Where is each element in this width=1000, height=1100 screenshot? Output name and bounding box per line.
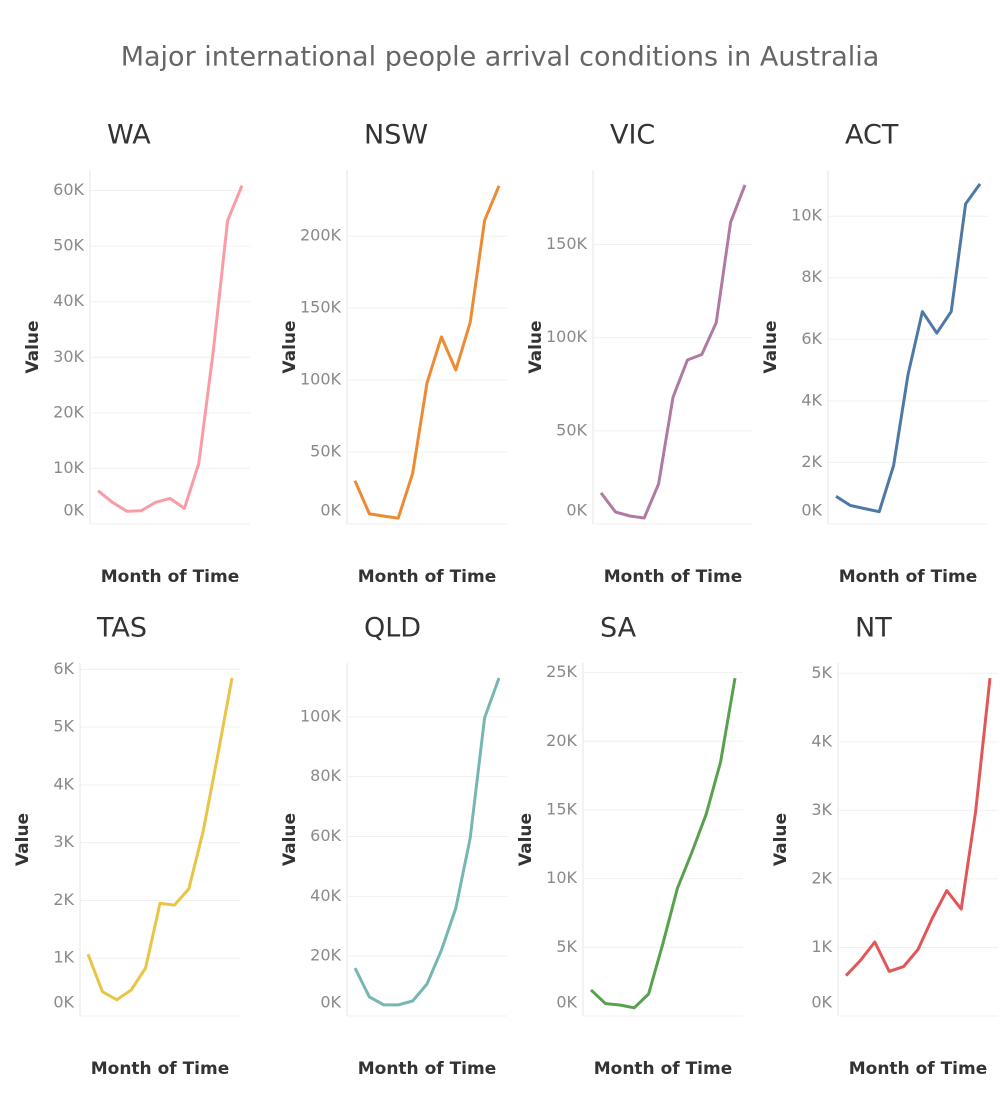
y-tick-label: 150K [300,298,342,317]
panel-title: ACT [845,120,899,151]
panel-title: QLD [364,613,421,644]
page-title: Major international people arrival condi… [121,42,880,73]
y-tick-label: 0K [320,993,341,1012]
x-axis-title: Month of Time [101,567,240,587]
y-axis-title: Value [771,813,791,866]
series-line [353,677,501,1007]
y-tick-label: 0K [53,993,74,1012]
y-tick-label: 150K [546,234,588,253]
y-tick-label: 6K [801,329,822,348]
y-tick-label: 5K [811,663,832,682]
y-axis-title: Value [280,813,300,866]
series-line [97,185,244,513]
panel-title: NSW [364,120,428,151]
y-tick-label: 15K [546,799,577,818]
y-tick-label: 50K [53,236,84,255]
y-tick-label: 5K [53,717,74,736]
y-tick-label: 20K [310,946,341,965]
y-tick-label: 0K [320,501,341,520]
y-tick-label: 200K [300,226,342,245]
y-tick-label: 10K [791,206,822,225]
x-axis-title: Month of Time [594,1059,733,1079]
y-tick-label: 60K [53,180,84,199]
panel-title: TAS [96,613,147,644]
y-tick-label: 0K [566,501,587,520]
x-axis-title: Month of Time [604,567,743,587]
y-tick-label: 0K [556,993,577,1012]
y-tick-label: 10K [53,458,84,477]
y-tick-label: 4K [801,390,822,409]
y-tick-label: 6K [53,659,74,678]
y-axis-title: Value [516,813,536,866]
y-tick-label: 50K [310,442,341,461]
x-axis-title: Month of Time [839,567,978,587]
x-axis-title: Month of Time [91,1059,230,1079]
y-tick-label: 100K [300,706,342,725]
y-tick-label: 5K [556,937,577,956]
y-axis-title: Value [23,320,43,373]
y-tick-label: 20K [546,731,577,750]
y-tick-label: 40K [310,886,341,905]
y-axis-title: Value [761,320,781,373]
y-tick-label: 2K [811,868,832,887]
y-tick-label: 80K [310,766,341,785]
y-tick-label: 4K [53,774,74,793]
x-axis-title: Month of Time [358,1059,497,1079]
series-line [86,677,234,1002]
x-axis-title: Month of Time [358,567,497,587]
y-tick-label: 60K [310,826,341,845]
y-axis-title: Value [280,320,300,373]
y-tick-label: 30K [53,347,84,366]
panel-title: NT [855,613,892,644]
series-line [844,677,992,977]
series-line [353,185,501,520]
panel-title: SA [600,613,637,644]
y-tick-label: 50K [556,420,587,439]
y-tick-label: 10K [546,868,577,887]
y-tick-label: 3K [811,800,832,819]
y-tick-label: 0K [811,993,832,1012]
y-tick-label: 1K [811,937,832,956]
y-tick-label: 40K [53,291,84,310]
y-tick-label: 100K [546,327,588,346]
panel-title: VIC [610,120,655,151]
y-tick-label: 25K [546,662,577,681]
x-axis-title: Month of Time [849,1059,988,1079]
y-tick-label: 0K [801,501,822,520]
series-line [599,184,747,520]
series-line [835,183,982,514]
y-tick-label: 0K [63,501,84,520]
y-tick-label: 2K [53,890,74,909]
y-tick-label: 2K [801,452,822,471]
panel-title: WA [107,120,151,151]
y-tick-label: 3K [53,832,74,851]
y-tick-label: 8K [801,267,822,286]
y-tick-label: 100K [300,370,342,389]
y-tick-label: 20K [53,402,84,421]
y-axis-title: Value [13,813,33,866]
series-line [589,677,737,1010]
y-tick-label: 4K [811,731,832,750]
y-axis-title: Value [526,320,546,373]
y-tick-label: 1K [53,948,74,967]
